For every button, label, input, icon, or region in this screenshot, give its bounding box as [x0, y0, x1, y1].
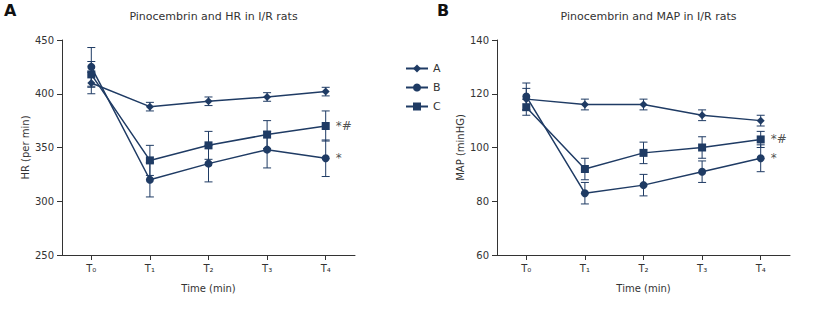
svg-text:350: 350: [35, 142, 54, 153]
svg-text:Pinocembrin and MAP in I/R rat: Pinocembrin and MAP in I/R rats: [561, 10, 737, 23]
svg-text:Pinocembrin and HR in I/R rats: Pinocembrin and HR in I/R rats: [129, 10, 298, 23]
svg-text:60: 60: [476, 250, 489, 261]
svg-text:80: 80: [476, 196, 489, 207]
svg-text:T₄: T₄: [320, 263, 331, 274]
svg-text:*: *: [336, 151, 342, 165]
svg-text:T₀: T₀: [85, 263, 96, 274]
svg-text:T₄: T₄: [755, 263, 766, 274]
svg-text:Time (min): Time (min): [615, 283, 670, 294]
svg-text:*: *: [771, 151, 777, 165]
svg-text:*#: *#: [771, 132, 787, 146]
svg-text:T₀: T₀: [520, 263, 531, 274]
svg-text:T₁: T₁: [579, 263, 590, 274]
svg-text:Time (min): Time (min): [180, 283, 235, 294]
svg-text:B: B: [433, 81, 441, 94]
svg-text:T₃: T₃: [696, 263, 707, 274]
svg-text:120: 120: [470, 88, 489, 99]
svg-text:T₃: T₃: [261, 263, 272, 274]
svg-text:B: B: [437, 1, 449, 20]
svg-text:250: 250: [35, 250, 54, 261]
svg-text:MAP (minHG): MAP (minHG): [455, 114, 466, 181]
svg-text:T₂: T₂: [202, 263, 213, 274]
svg-text:A: A: [4, 1, 17, 20]
svg-text:300: 300: [35, 196, 54, 207]
svg-text:A: A: [433, 62, 441, 75]
svg-text:T₂: T₂: [637, 263, 648, 274]
svg-text:C: C: [433, 100, 441, 113]
svg-text:T₁: T₁: [144, 263, 155, 274]
svg-text:HR (per min): HR (per min): [20, 115, 31, 179]
svg-text:450: 450: [35, 35, 54, 46]
svg-text:100: 100: [470, 142, 489, 153]
svg-text:400: 400: [35, 88, 54, 99]
svg-text:140: 140: [470, 35, 489, 46]
svg-text:*#: *#: [336, 119, 352, 133]
